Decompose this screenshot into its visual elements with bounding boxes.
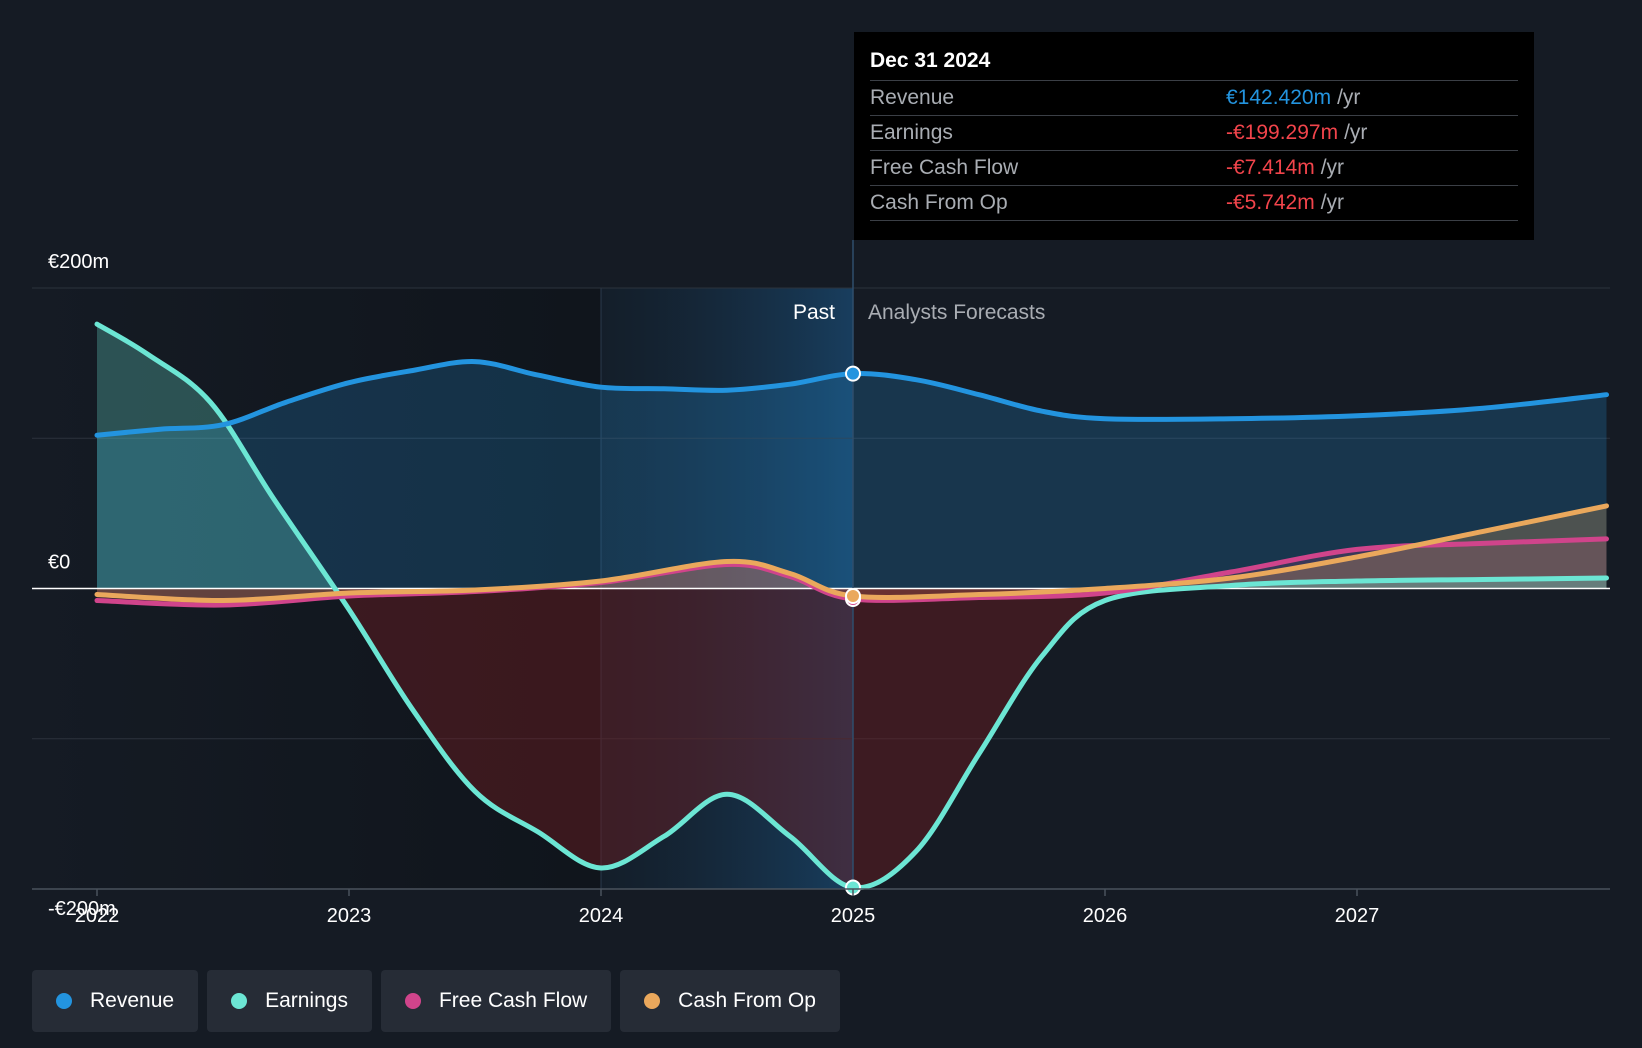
tooltip-unit: /yr bbox=[1337, 86, 1361, 109]
tooltip-label: Cash From Op bbox=[870, 191, 1008, 214]
tooltip-value: -€5.742m/yr bbox=[1226, 186, 1344, 220]
tooltip-label: Revenue bbox=[870, 86, 955, 109]
cash-from-op-line bbox=[94, 503, 1609, 604]
revenue-area bbox=[97, 361, 1607, 589]
x-tick-label: 2024 bbox=[579, 905, 624, 927]
tooltip-date: Dec 31 2024 bbox=[870, 46, 1518, 81]
tooltip-value: -€199.297m/yr bbox=[1226, 116, 1367, 150]
tooltip-row-free-cash-flow: Free Cash Flow -€7.414m/yr bbox=[870, 151, 1518, 186]
tooltip-row-revenue: Revenue €142.420m/yr bbox=[870, 81, 1518, 116]
y-tick-label: €200m bbox=[48, 251, 109, 273]
earnings-area-negative bbox=[97, 588, 1607, 888]
earnings-line bbox=[94, 321, 1609, 891]
revenue-value: €142.420m bbox=[1226, 86, 1332, 109]
chart-area: 2022 2023 2024 2025 2026 2027 €200m €0 -€200m Pas… bbox=[32, 240, 1610, 927]
tooltip-label: Earnings bbox=[870, 121, 953, 144]
earnings-area-positive bbox=[97, 324, 1607, 589]
tooltip-value: €142.420m/yr bbox=[1226, 81, 1360, 115]
tooltip-unit: /yr bbox=[1320, 191, 1345, 214]
tooltip-label: Free Cash Flow bbox=[870, 156, 1019, 179]
cash-from-op-dot-icon bbox=[644, 993, 661, 1009]
y-tick-label: €0 bbox=[48, 552, 70, 574]
free-cash-flow-line bbox=[94, 536, 1609, 608]
cash-from-op-marker bbox=[845, 588, 861, 605]
cash-from-op-value: -€5.742m bbox=[1226, 191, 1315, 214]
legend-item-cash-from-op[interactable]: Cash From Op bbox=[620, 970, 840, 1032]
data-tooltip: Dec 31 2024 Revenue €142.420m/yr Earning… bbox=[854, 32, 1534, 240]
legend-label: Cash From Op bbox=[678, 989, 816, 1012]
legend-label: Earnings bbox=[265, 989, 348, 1012]
y-tick-label: -€200m bbox=[48, 898, 116, 920]
x-tick-label: 2026 bbox=[1083, 905, 1128, 927]
revenue-dot-icon bbox=[56, 993, 72, 1009]
earnings-value: -€199.297m bbox=[1226, 121, 1339, 144]
x-tick-label: 2025 bbox=[831, 905, 876, 927]
revenue-line bbox=[94, 359, 1609, 438]
forecast-label: Analysts Forecasts bbox=[868, 301, 1045, 324]
tooltip-unit: /yr bbox=[1344, 121, 1368, 144]
x-tick-label: 2027 bbox=[1335, 905, 1380, 927]
chart-legend: Revenue Earnings Free Cash Flow Cash Fro… bbox=[32, 970, 840, 1032]
legend-label: Free Cash Flow bbox=[438, 989, 588, 1012]
revenue-marker bbox=[845, 365, 861, 382]
tooltip-row-cash-from-op: Cash From Op -€5.742m/yr bbox=[870, 186, 1518, 221]
legend-item-revenue[interactable]: Revenue bbox=[32, 970, 199, 1032]
earnings-dot-icon bbox=[231, 993, 248, 1009]
legend-item-earnings[interactable]: Earnings bbox=[207, 970, 372, 1032]
free-cash-flow-dot-icon bbox=[404, 993, 421, 1009]
cash-from-op-area bbox=[97, 505, 1607, 601]
past-label: Past bbox=[793, 301, 835, 324]
legend-item-free-cash-flow[interactable]: Free Cash Flow bbox=[380, 970, 612, 1032]
legend-label: Revenue bbox=[90, 989, 175, 1012]
tooltip-row-earnings: Earnings -€199.297m/yr bbox=[870, 116, 1518, 151]
tooltip-unit: /yr bbox=[1320, 156, 1345, 179]
x-tick-label: 2023 bbox=[327, 905, 372, 927]
free-cash-flow-value: -€7.414m bbox=[1226, 156, 1315, 179]
tooltip-value: -€7.414m/yr bbox=[1226, 151, 1344, 185]
x-tick-label: 2022 bbox=[75, 905, 120, 927]
